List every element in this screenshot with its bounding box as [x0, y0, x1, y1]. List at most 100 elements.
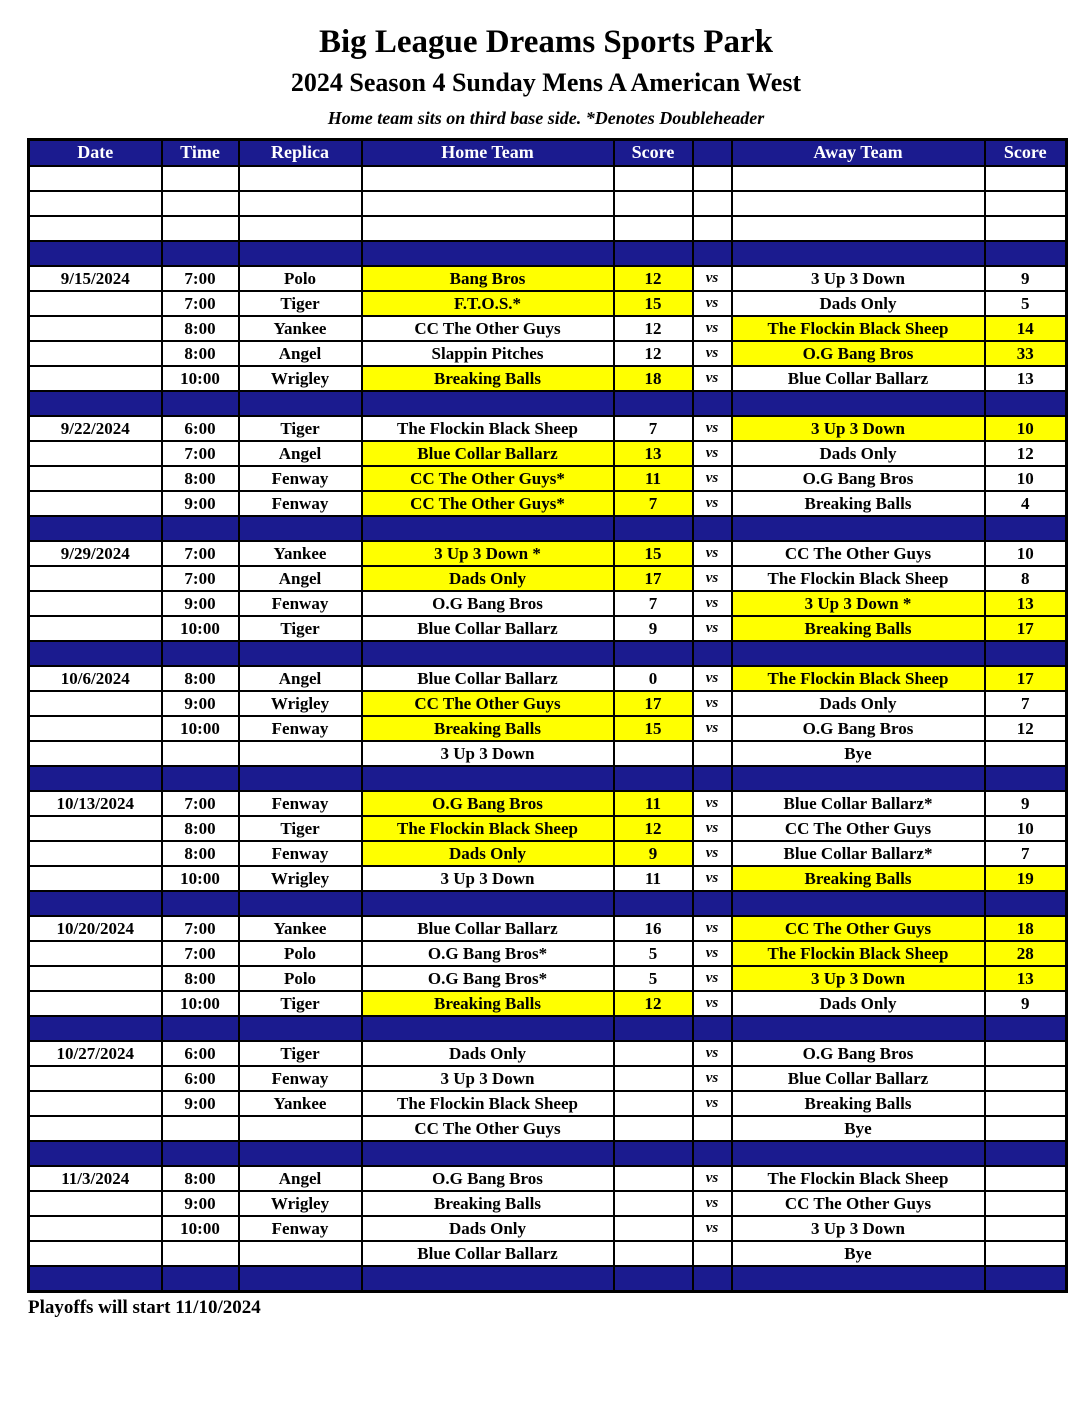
away-team-cell: 3 Up 3 Down — [730, 264, 986, 292]
separator-row — [27, 1264, 1068, 1293]
separator-cell — [360, 389, 615, 417]
header-home-score: Score — [612, 138, 694, 167]
home-score-cell — [612, 1089, 694, 1117]
header-away-team: Away Team — [730, 138, 986, 167]
vs-cell: vs — [691, 489, 733, 517]
away-team-cell: Blue Collar Ballarz — [730, 1064, 986, 1092]
away-team-cell: O.G Bang Bros — [730, 464, 986, 492]
game-row: 10:00 Wrigley Breaking Balls 18 vs Blue Colla… — [27, 364, 1068, 392]
away-score-cell: 18 — [983, 914, 1068, 942]
vs-cell: vs — [691, 964, 733, 992]
time-cell: 8:00 — [160, 1164, 240, 1192]
game-row: 10/20/2024 7:00 Yankee Blue Collar Ballarz 1… — [27, 914, 1068, 942]
home-score-cell — [612, 1039, 694, 1067]
away-score-cell: 5 — [983, 289, 1068, 317]
away-team-cell: The Flockin Black Sheep — [730, 664, 986, 692]
playoffs-note: Playoffs will start 11/10/2024 — [28, 1296, 261, 1318]
separator-cell — [160, 764, 240, 792]
away-team-cell: Blue Collar Ballarz — [730, 364, 986, 392]
date-cell — [27, 839, 163, 867]
away-score-cell — [983, 1189, 1068, 1217]
time-cell: 10:00 — [160, 364, 240, 392]
header-away-score: Score — [983, 138, 1068, 167]
home-team-cell: The Flockin Black Sheep — [360, 1089, 615, 1117]
separator-cell — [691, 1139, 733, 1167]
empty-row — [27, 189, 1068, 217]
replica-cell: Tiger — [237, 989, 363, 1017]
away-score-cell — [983, 1214, 1068, 1242]
home-team-cell: CC The Other Guys* — [360, 489, 615, 517]
time-cell: 9:00 — [160, 689, 240, 717]
away-score-cell: 13 — [983, 364, 1068, 392]
away-score-cell: 12 — [983, 439, 1068, 467]
away-score-cell: 12 — [983, 714, 1068, 742]
game-row: 8:00 Polo O.G Bang Bros* 5 vs 3 Up 3 Down 13 — [27, 964, 1068, 992]
time-cell: 8:00 — [160, 964, 240, 992]
date-cell — [27, 189, 163, 217]
time-cell: 8:00 — [160, 464, 240, 492]
away-score-cell: 19 — [983, 864, 1068, 892]
vs-cell: vs — [691, 1164, 733, 1192]
schedule-table: Date Time Replica Home Team Score Away T… — [27, 137, 1068, 1293]
time-cell — [160, 164, 240, 192]
separator-cell — [983, 639, 1068, 667]
separator-cell — [237, 1014, 363, 1042]
away-score-cell — [983, 164, 1068, 192]
header-vs — [691, 138, 733, 167]
home-team-cell: O.G Bang Bros — [360, 589, 615, 617]
away-score-cell: 10 — [983, 414, 1068, 442]
home-team-cell: Blue Collar Ballarz — [360, 1239, 615, 1267]
away-team-cell: Bye — [730, 1239, 986, 1267]
away-team-cell: Blue Collar Ballarz* — [730, 789, 986, 817]
separator-cell — [730, 1264, 986, 1293]
home-score-cell: 12 — [612, 989, 694, 1017]
time-cell: 10:00 — [160, 864, 240, 892]
date-cell — [27, 289, 163, 317]
time-cell — [160, 189, 240, 217]
replica-cell: Angel — [237, 664, 363, 692]
game-row: 7:00 Tiger F.T.O.S.* 15 vs Dads Only 5 — [27, 289, 1068, 317]
separator-row — [27, 514, 1068, 542]
separator-cell — [160, 1139, 240, 1167]
separator-cell — [237, 389, 363, 417]
time-cell: 7:00 — [160, 914, 240, 942]
game-row: 9:00 Fenway CC The Other Guys* 7 vs Breaking … — [27, 489, 1068, 517]
game-row: 9/22/2024 6:00 Tiger The Flockin Black Shee… — [27, 414, 1068, 442]
replica-cell: Fenway — [237, 464, 363, 492]
separator-cell — [612, 389, 694, 417]
away-score-cell: 9 — [983, 264, 1068, 292]
away-team-cell: CC The Other Guys — [730, 914, 986, 942]
page-title: Big League Dreams Sports Park — [318, 24, 774, 60]
vs-cell: vs — [691, 364, 733, 392]
away-team-cell: The Flockin Black Sheep — [730, 314, 986, 342]
separator-cell — [27, 764, 163, 792]
home-score-cell — [612, 1239, 694, 1267]
home-score-cell: 0 — [612, 664, 694, 692]
replica-cell: Yankee — [237, 314, 363, 342]
separator-cell — [691, 514, 733, 542]
away-score-cell: 28 — [983, 939, 1068, 967]
home-team-cell: The Flockin Black Sheep — [360, 814, 615, 842]
game-row: 7:00 Angel Dads Only 17 vs The Flockin Black … — [27, 564, 1068, 592]
away-score-cell — [983, 189, 1068, 217]
separator-cell — [983, 889, 1068, 917]
time-cell: 6:00 — [160, 1039, 240, 1067]
home-score-cell: 15 — [612, 539, 694, 567]
away-team-cell: The Flockin Black Sheep — [730, 1164, 986, 1192]
date-cell — [27, 214, 163, 242]
home-team-cell: Dads Only — [360, 1039, 615, 1067]
date-cell — [27, 1114, 163, 1142]
away-score-cell — [983, 1114, 1068, 1142]
date-cell — [27, 939, 163, 967]
away-team-cell: CC The Other Guys — [730, 539, 986, 567]
date-cell — [27, 989, 163, 1017]
home-team-cell: 3 Up 3 Down — [360, 739, 615, 767]
away-team-cell: Blue Collar Ballarz* — [730, 839, 986, 867]
home-team-cell: Dads Only — [360, 564, 615, 592]
replica-cell: Polo — [237, 939, 363, 967]
separator-cell — [160, 1014, 240, 1042]
home-team-cell: Breaking Balls — [360, 1189, 615, 1217]
separator-cell — [612, 889, 694, 917]
separator-cell — [237, 764, 363, 792]
